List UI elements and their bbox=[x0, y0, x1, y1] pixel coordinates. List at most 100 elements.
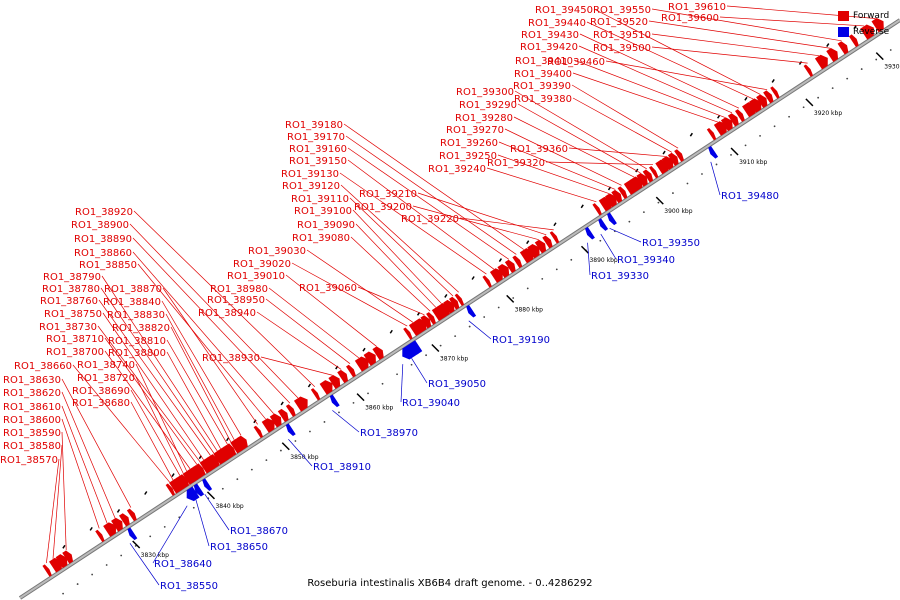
forward-leader-line bbox=[61, 378, 132, 508]
forward-gene bbox=[403, 327, 413, 340]
reverse-gene-label: RO1_39330 bbox=[591, 271, 649, 282]
forward-leader-line bbox=[350, 236, 431, 312]
forward-gene-label: RO1_38890 bbox=[74, 234, 132, 245]
reverse-swatch-icon bbox=[838, 27, 849, 37]
forward-gene bbox=[277, 408, 289, 423]
reverse-gene-label: RO1_39050 bbox=[428, 379, 486, 390]
forward-leader-line bbox=[135, 363, 187, 472]
scale-tick-label: 3900 kbp bbox=[664, 208, 692, 215]
reverse-leader-line bbox=[587, 242, 591, 276]
forward-gene bbox=[337, 369, 349, 384]
forward-leader-line bbox=[61, 405, 108, 524]
reverse-leader-line bbox=[609, 227, 642, 243]
scale-dot bbox=[512, 297, 515, 299]
forward-gene bbox=[803, 64, 814, 77]
forward-leader-line bbox=[72, 364, 170, 483]
forward-leader-line bbox=[97, 325, 201, 463]
forward-leader-line bbox=[306, 249, 414, 323]
scale-dot bbox=[744, 144, 747, 147]
forward-leader-line bbox=[517, 103, 641, 174]
reverse-gene bbox=[410, 340, 423, 355]
forward-gene bbox=[346, 364, 356, 378]
scale-dot bbox=[628, 220, 631, 223]
forward-leader-line bbox=[571, 84, 679, 149]
reverse-gene-label: RO1_38650 bbox=[210, 542, 268, 553]
forward-gene-label: RO1_38870 bbox=[104, 284, 162, 295]
forward-leader-line bbox=[132, 251, 275, 414]
scale-tick bbox=[281, 442, 290, 451]
forward-gene bbox=[237, 435, 248, 449]
forward-leader-line bbox=[46, 458, 60, 564]
scale-dot bbox=[91, 573, 94, 576]
forward-gene bbox=[763, 90, 774, 104]
forward-gene-label: RO1_39400 bbox=[514, 69, 572, 80]
forward-gene bbox=[55, 554, 68, 569]
scale-dot bbox=[323, 421, 326, 423]
reverse-gene-label: RO1_39480 bbox=[721, 191, 779, 202]
feature-mark bbox=[471, 276, 475, 280]
feature-mark bbox=[798, 61, 803, 65]
scale-dot bbox=[105, 564, 108, 566]
reverse-gene bbox=[466, 304, 477, 318]
reverse-gene bbox=[285, 423, 296, 437]
forward-gene-label: RO1_39280 bbox=[455, 113, 513, 124]
forward-gene-label: RO1_39440 bbox=[528, 18, 586, 29]
reverse-leader-line bbox=[468, 320, 492, 340]
forward-leader-line bbox=[578, 45, 733, 114]
forward-gene-label: RO1_39180 bbox=[285, 120, 343, 131]
forward-gene-label: RO1_39220 bbox=[401, 214, 459, 225]
legend: Forward Reverse bbox=[838, 8, 889, 40]
forward-gene bbox=[310, 388, 321, 401]
feature-mark bbox=[853, 25, 857, 30]
forward-leader-line bbox=[573, 59, 726, 118]
reverse-leader-line bbox=[710, 161, 721, 196]
feature-mark bbox=[689, 132, 693, 137]
legend-reverse-label: Reverse bbox=[853, 27, 890, 37]
forward-gene-label: RO1_39020 bbox=[233, 259, 291, 270]
forward-leader-line bbox=[347, 147, 510, 260]
forward-gene bbox=[269, 413, 282, 428]
forward-gene-label: RO1_39600 bbox=[661, 13, 719, 24]
scale-dot bbox=[309, 430, 311, 433]
scale-dot bbox=[773, 125, 776, 128]
forward-leader-line bbox=[268, 287, 360, 359]
scale-dot bbox=[250, 468, 253, 471]
scale-dot bbox=[555, 268, 558, 271]
feature-mark bbox=[744, 96, 748, 101]
scale-tick bbox=[206, 491, 216, 500]
forward-gene bbox=[860, 24, 874, 40]
forward-gene bbox=[372, 346, 384, 361]
forward-leader-line bbox=[497, 154, 610, 194]
reverse-leader-line bbox=[288, 439, 313, 467]
forward-leader-line bbox=[498, 141, 616, 190]
forward-gene-label: RO1_38730 bbox=[39, 322, 97, 333]
forward-gene bbox=[727, 113, 739, 127]
forward-gene bbox=[706, 128, 717, 141]
forward-leader-line bbox=[357, 286, 425, 316]
reverse-gene-label: RO1_39350 bbox=[642, 238, 700, 249]
feature-mark bbox=[280, 401, 284, 406]
forward-gene bbox=[592, 203, 602, 216]
feature-mark bbox=[580, 204, 584, 209]
forward-gene bbox=[661, 156, 674, 171]
forward-gene bbox=[871, 17, 884, 33]
scale-dot bbox=[468, 325, 471, 328]
feature-mark bbox=[498, 258, 503, 263]
forward-gene bbox=[454, 293, 465, 306]
scale-dot bbox=[163, 525, 166, 528]
forward-gene-label: RO1_39420 bbox=[520, 42, 578, 53]
forward-gene-label: RO1_38980 bbox=[210, 284, 268, 295]
forward-gene-label: RO1_39610 bbox=[668, 2, 726, 13]
forward-gene bbox=[667, 152, 679, 166]
forward-gene-label: RO1_38860 bbox=[74, 248, 132, 259]
forward-leader-line bbox=[260, 356, 333, 376]
backbone-highlight bbox=[19, 19, 900, 599]
scale-dot bbox=[236, 478, 239, 481]
forward-leader-line bbox=[133, 210, 316, 388]
forward-leader-line bbox=[586, 21, 754, 100]
forward-gene-label: RO1_38820 bbox=[112, 323, 170, 334]
forward-leader-line bbox=[568, 147, 666, 157]
forward-leader-line bbox=[340, 184, 459, 293]
forward-leader-line bbox=[61, 391, 116, 519]
forward-gene-label: RO1_39120 bbox=[282, 181, 340, 192]
